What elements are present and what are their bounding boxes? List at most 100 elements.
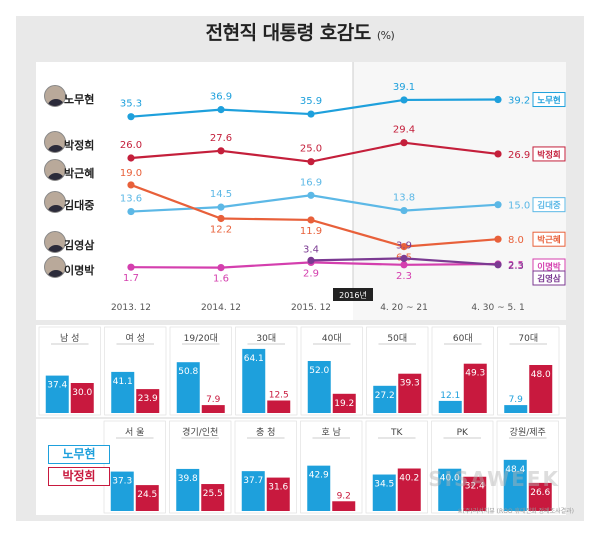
band-2016 <box>353 62 566 320</box>
bar-value-roh: 42.9 <box>309 471 329 481</box>
end-tag-box <box>532 197 566 213</box>
category-label: 서 울 <box>125 427 144 438</box>
bar-value-park: 40.2 <box>399 474 419 484</box>
data-point <box>494 95 502 104</box>
bar-value-roh: 37.3 <box>112 477 132 487</box>
end-tag-label: 김영삼 <box>537 274 561 285</box>
data-label: 2.3 <box>396 271 412 282</box>
data-point <box>127 181 135 189</box>
x-tick-label: 4. 20 ~ 21 <box>380 303 428 313</box>
person-name-4: 김영삼 <box>64 239 95 252</box>
person-name-1: 박정희 <box>64 139 95 152</box>
legend-roh: 노무현 <box>48 445 110 464</box>
data-point <box>307 158 315 166</box>
data-point <box>494 150 502 158</box>
category-label: 60대 <box>453 333 473 344</box>
bar-park <box>201 405 225 413</box>
person-name-0: 노무현 <box>64 93 95 106</box>
data-label: 14.5 <box>210 189 232 200</box>
portrait-0 <box>44 85 66 107</box>
data-point <box>127 154 135 162</box>
bar-park <box>135 485 159 511</box>
data-label: 35.3 <box>120 99 142 110</box>
bar-value-roh: 27.2 <box>375 391 395 401</box>
end-tag-box <box>532 92 566 108</box>
bar-roh <box>307 361 331 413</box>
category-label: 19/20대 <box>184 333 218 344</box>
category-label: PK <box>457 428 469 438</box>
year-badge-label: 2016년 <box>339 290 367 300</box>
chart-title: 전현직 대통령 호감도 (%) <box>205 22 395 44</box>
end-tag-label: 노무현 <box>537 95 561 106</box>
bar-park <box>332 393 356 413</box>
bar-park <box>463 363 487 413</box>
bar-roh <box>307 465 331 511</box>
data-point <box>400 139 408 147</box>
end-tag-label: 이명박 <box>537 262 561 273</box>
bar-value-roh: 41.1 <box>113 377 133 387</box>
bar-roh <box>373 385 397 413</box>
bar-value-park: 25.5 <box>203 489 223 499</box>
bar-roh <box>504 405 528 413</box>
bar-value-park: 9.2 <box>337 491 351 501</box>
bar-park <box>332 501 356 511</box>
person-name-3: 김대중 <box>64 199 95 212</box>
data-point <box>307 256 315 264</box>
data-label: 3.4 <box>303 244 319 255</box>
data-label: 25.0 <box>300 144 322 155</box>
data-point <box>494 235 502 243</box>
bar-roh <box>241 471 265 511</box>
data-label: 3.9 <box>396 240 412 251</box>
bar-value-park: 12.5 <box>269 391 289 401</box>
data-point <box>127 263 135 271</box>
bar-park <box>529 365 553 413</box>
category-label: 70대 <box>518 333 538 344</box>
data-label: 1.7 <box>123 273 139 284</box>
bar-roh <box>176 468 200 511</box>
bar-value-park: 39.3 <box>400 379 420 389</box>
data-point <box>307 191 315 199</box>
end-tag-box <box>532 270 566 286</box>
data-label: 39.1 <box>393 82 415 93</box>
bar-roh <box>438 468 462 511</box>
end-tag-label: 박근혜 <box>537 235 561 246</box>
category-label: 강원/제주 <box>510 427 546 438</box>
data-point <box>217 203 225 211</box>
bar-value-park: 7.9 <box>206 395 221 405</box>
data-label: 26.0 <box>120 140 142 151</box>
category-label: 40대 <box>322 333 342 344</box>
x-tick-label: 2013. 12 <box>111 303 151 313</box>
bar-park <box>70 383 94 413</box>
legend-park: 박정희 <box>48 467 110 486</box>
bar-value-roh: 52.0 <box>309 366 329 376</box>
watermark: SISAWEEK <box>428 467 560 491</box>
data-point <box>127 207 135 216</box>
bar-roh <box>45 375 69 413</box>
category-label: 남 성 <box>60 333 79 344</box>
category-label: 호 남 <box>322 427 341 438</box>
bar-roh <box>503 459 527 511</box>
data-label: 2.9 <box>303 268 319 279</box>
bar-value-park: 32.4 <box>465 482 485 492</box>
year-badge <box>333 288 373 301</box>
data-point <box>400 254 408 262</box>
data-label: 26.9 <box>508 150 530 161</box>
bar-value-park: 24.5 <box>137 490 157 500</box>
bar-park <box>201 484 225 511</box>
bar-roh <box>111 371 135 413</box>
category-label: TK <box>390 428 403 438</box>
bar-value-roh: 37.4 <box>47 381 67 391</box>
bar-value-roh: 40.0 <box>440 474 460 484</box>
portrait-3 <box>44 191 66 213</box>
bar-chart-1: 남 성 37.4 30.0 여 성 41.1 23.9 19/20대 50.8 7.9 30대 64… <box>38 326 560 416</box>
data-point <box>307 216 315 224</box>
data-point <box>217 214 225 223</box>
bar-value-roh: 64.1 <box>244 354 264 364</box>
end-tag-label: 김대중 <box>537 200 561 211</box>
data-label: 35.9 <box>300 96 322 107</box>
data-label: 36.9 <box>210 92 232 103</box>
title-unit: (%) <box>376 29 395 42</box>
bar-value-park: 48.0 <box>531 370 551 380</box>
person-name-5: 이명박 <box>64 264 95 277</box>
data-point <box>400 261 408 269</box>
